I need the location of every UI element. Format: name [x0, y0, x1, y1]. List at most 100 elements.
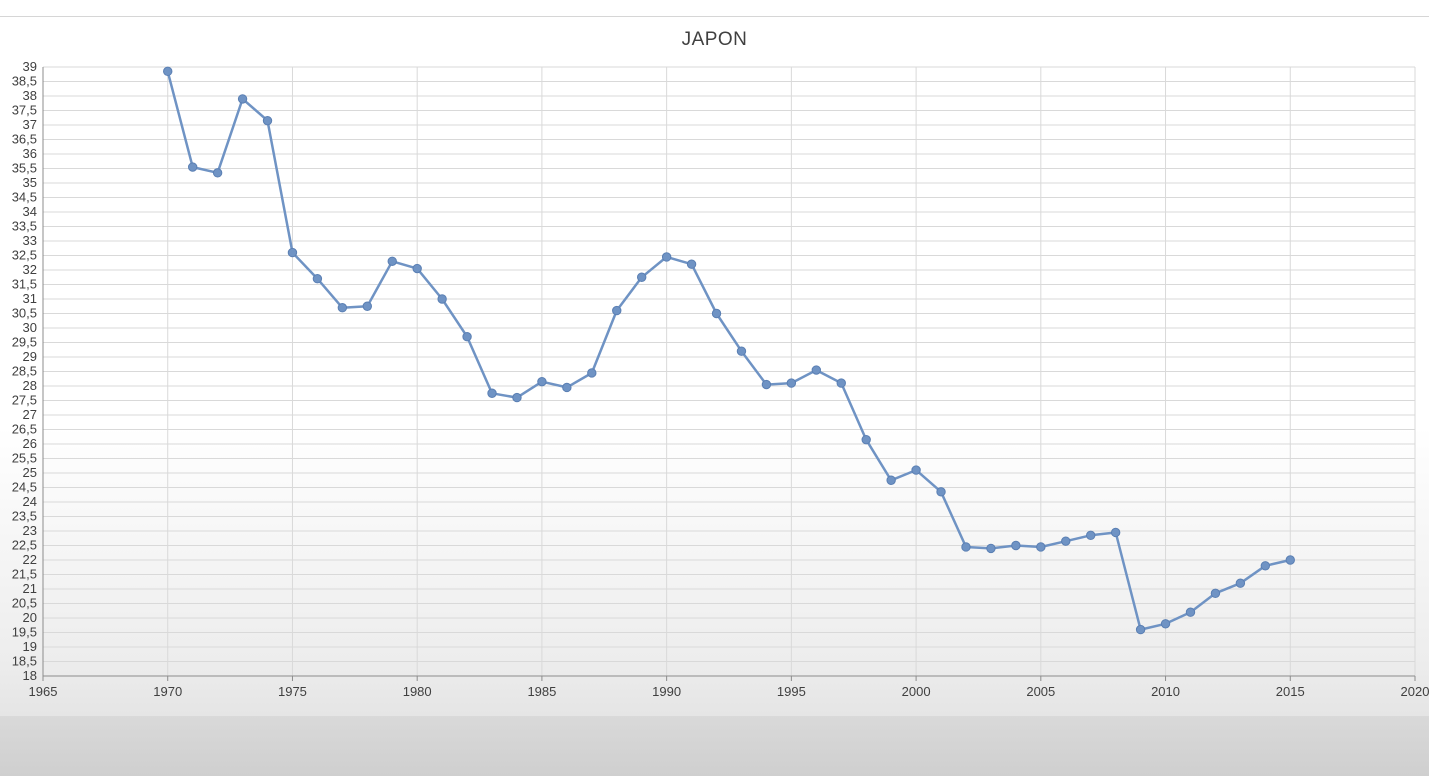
y-tick-label: 29: [23, 349, 37, 364]
series-japon: [163, 66, 1295, 635]
x-tick-label: 2010: [1151, 684, 1180, 699]
data-point: [462, 332, 472, 342]
y-tick-label: 25: [23, 465, 37, 480]
y-tick-label: 21: [23, 581, 37, 596]
data-point: [312, 274, 323, 284]
y-tick-label: 34: [23, 204, 37, 219]
y-tick-label: 33,5: [12, 219, 37, 234]
y-tick-label: 35,5: [12, 161, 37, 176]
x-tick-label: 1990: [652, 684, 681, 699]
x-tick-label: 1970: [153, 684, 182, 699]
y-tick-label: 39: [23, 59, 37, 74]
data-point: [1185, 607, 1196, 617]
data-point: [861, 434, 871, 445]
data-point: [262, 115, 273, 126]
y-tick-label: 37,5: [12, 103, 37, 118]
data-point: [986, 543, 996, 554]
y-tick-label: 18: [23, 668, 37, 683]
data-point: [1011, 540, 1021, 551]
y-tick-label: 36: [23, 146, 37, 161]
y-tick-label: 23,5: [12, 509, 37, 524]
y-tick-label: 26: [23, 436, 37, 451]
y-tick-label: 31: [23, 291, 37, 306]
series-line: [166, 71, 1291, 631]
y-tick-label: 36,5: [12, 132, 37, 147]
data-point: [1210, 588, 1221, 599]
data-point: [1260, 561, 1271, 571]
x-tick-label: 2015: [1276, 684, 1305, 699]
y-tick-label: 24: [23, 494, 37, 509]
y-tick-label: 20: [23, 610, 37, 625]
x-tick-label: 1985: [527, 684, 556, 699]
data-point: [187, 162, 198, 172]
data-point: [1086, 530, 1096, 541]
data-point: [1235, 578, 1246, 588]
data-point: [1285, 555, 1295, 565]
y-tick-label: 28,5: [12, 364, 37, 379]
y-tick-label: 27,5: [12, 393, 37, 408]
line-chart: 1818,51919,52020,52121,52222,52323,52424…: [12, 59, 1429, 699]
data-point: [961, 542, 971, 552]
data-point: [487, 388, 497, 398]
top-divider: [0, 16, 1429, 17]
y-tick-label: 38: [23, 88, 37, 103]
data-point: [686, 259, 697, 269]
y-tick-label: 34,5: [12, 190, 37, 205]
data-point: [761, 379, 772, 390]
y-tick-label: 19,5: [12, 625, 37, 640]
y-tick-label: 29,5: [12, 335, 37, 350]
y-tick-label: 22,5: [12, 538, 37, 553]
y-tick-label: 21,5: [12, 567, 37, 582]
y-tick-label: 30: [23, 320, 37, 335]
chart-title: JAPON: [681, 29, 748, 50]
data-point: [911, 465, 921, 475]
y-tick-label: 32,5: [12, 248, 37, 263]
y-tick-label: 26,5: [12, 422, 37, 437]
y-tick-label: 33: [23, 233, 37, 248]
y-tick-label: 22: [23, 552, 37, 567]
x-axis-tick-labels: 1965 1970 1975 1980 1985 1990 1995 2000 2005 2010…: [29, 684, 1429, 699]
y-tick-label: 20,5: [12, 596, 37, 611]
x-tick-label: 1995: [777, 684, 806, 699]
data-point: [711, 308, 722, 319]
data-point: [936, 487, 946, 497]
y-tick-label: 28: [23, 378, 37, 393]
grid-lines: [42, 66, 1416, 677]
y-tick-label: 24,5: [12, 480, 37, 495]
data-point: [886, 475, 896, 485]
y-tick-label: 31,5: [12, 277, 37, 292]
data-point: [636, 272, 647, 282]
data-point: [786, 378, 797, 388]
y-tick-label: 19: [23, 639, 37, 654]
y-tick-label: 23: [23, 523, 37, 538]
y-tick-label: 37: [23, 117, 37, 132]
y-tick-label: 30,5: [12, 306, 37, 321]
data-point: [736, 346, 747, 356]
data-point: [612, 305, 622, 316]
x-tick-label: 2020: [1401, 684, 1429, 699]
data-point: [1110, 527, 1121, 538]
data-point: [1061, 536, 1071, 546]
axes: [42, 67, 1416, 681]
data-point: [1135, 624, 1146, 635]
data-point: [587, 368, 597, 378]
x-tick-label: 1965: [29, 684, 58, 699]
x-tick-label: 2005: [1026, 684, 1055, 699]
y-tick-label: 32: [23, 262, 37, 277]
x-tick-label: 1980: [403, 684, 432, 699]
y-tick-label: 35: [23, 175, 37, 190]
data-point: [237, 94, 248, 104]
data-point: [811, 365, 822, 375]
data-point: [362, 301, 372, 311]
y-tick-label: 27: [23, 407, 37, 422]
bottom-band: [0, 716, 1429, 776]
data-point: [387, 256, 397, 266]
data-point: [562, 382, 572, 393]
y-tick-label: 38,5: [12, 74, 37, 89]
data-point: [1036, 542, 1046, 552]
data-point: [212, 168, 223, 178]
data-point: [1160, 619, 1171, 629]
data-point: [836, 378, 846, 388]
data-point: [412, 263, 422, 274]
data-point: [537, 376, 547, 387]
